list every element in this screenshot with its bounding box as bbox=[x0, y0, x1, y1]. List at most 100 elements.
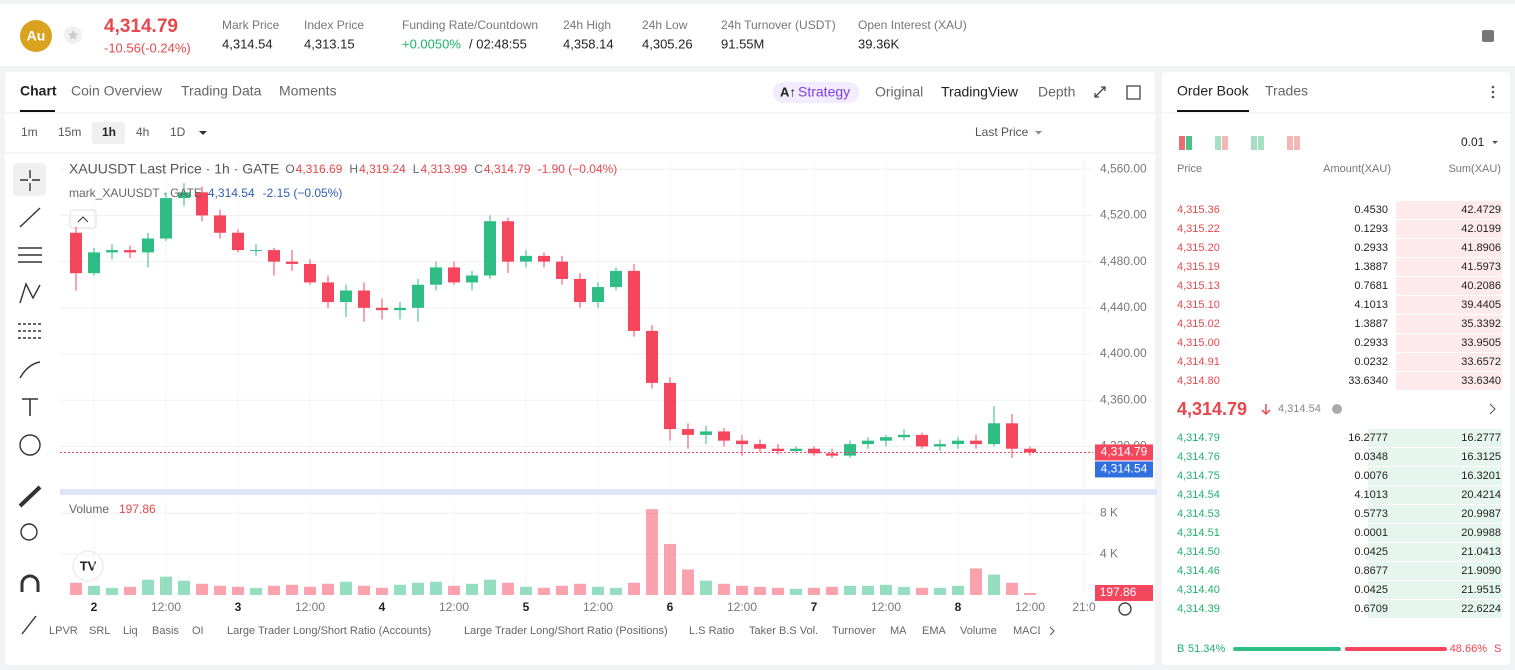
candle-body bbox=[736, 440, 748, 445]
lines-icon[interactable] bbox=[18, 247, 42, 263]
ruler-icon[interactable] bbox=[18, 485, 42, 508]
view-tab[interactable]: Depth bbox=[1038, 84, 1075, 100]
ob-tab[interactable]: Trades bbox=[1265, 83, 1308, 99]
interval[interactable]: 1m bbox=[21, 125, 38, 139]
layout-icon[interactable] bbox=[1258, 136, 1264, 150]
volume-bar bbox=[574, 583, 586, 595]
layout-icon[interactable] bbox=[1186, 136, 1192, 150]
tab[interactable]: Chart bbox=[20, 83, 57, 99]
ob-sum: 21.9515 bbox=[1461, 584, 1501, 596]
view-tab[interactable]: Original bbox=[875, 84, 923, 100]
zoom-icon[interactable] bbox=[20, 523, 38, 541]
y-tick-label: 4,560.00 bbox=[1100, 161, 1147, 175]
legend-value: 4,314.79 bbox=[484, 162, 531, 176]
text-icon[interactable] bbox=[22, 398, 38, 416]
tab[interactable]: Coin Overview bbox=[71, 83, 163, 99]
candle-body bbox=[718, 431, 730, 441]
candle-body bbox=[178, 192, 190, 199]
interval[interactable]: 4h bbox=[136, 125, 149, 139]
volume-bar bbox=[808, 587, 820, 595]
indicator[interactable]: MACD bbox=[1013, 625, 1045, 637]
pen-icon[interactable] bbox=[21, 615, 37, 635]
precision[interactable]: 0.01 bbox=[1461, 135, 1485, 149]
candle-body bbox=[250, 250, 262, 252]
settings-icon[interactable] bbox=[1118, 602, 1132, 616]
ob-sum: 16.2777 bbox=[1461, 432, 1501, 444]
indicator[interactable]: MA bbox=[890, 625, 907, 637]
indicator[interactable]: Volume bbox=[960, 625, 997, 637]
brush-icon[interactable] bbox=[19, 361, 41, 379]
volume-bar bbox=[394, 584, 406, 595]
depth-bar bbox=[1368, 543, 1502, 561]
magnet-icon[interactable] bbox=[20, 574, 40, 592]
ob-sum: 41.8906 bbox=[1461, 242, 1501, 254]
ob-price: 4,315.13 bbox=[1177, 280, 1220, 292]
indicator[interactable]: SRL bbox=[89, 625, 110, 637]
window-icon[interactable] bbox=[1126, 85, 1141, 100]
y-tick-label: 4,440.00 bbox=[1100, 300, 1147, 314]
volume-legend: Volume bbox=[69, 502, 109, 516]
indicator[interactable]: L.S Ratio bbox=[689, 625, 734, 637]
last-price-box bbox=[1095, 444, 1153, 461]
indicator[interactable]: LPVR bbox=[49, 625, 78, 637]
tool-selected[interactable] bbox=[13, 163, 46, 196]
candle-body bbox=[700, 431, 712, 435]
indicator[interactable]: EMA bbox=[922, 625, 947, 637]
interval[interactable]: 1h bbox=[102, 125, 116, 139]
indicator[interactable]: Liq bbox=[123, 625, 138, 637]
view-tab[interactable]: Strategy bbox=[798, 84, 850, 100]
ratio-key: B bbox=[1177, 643, 1184, 655]
indicator[interactable]: Turnover bbox=[832, 625, 876, 637]
trendline-icon[interactable] bbox=[19, 207, 41, 228]
collapse-button[interactable] bbox=[69, 209, 97, 229]
menu-icon[interactable] bbox=[1482, 30, 1494, 42]
ob-sum: 35.3392 bbox=[1461, 318, 1501, 330]
stat-label: 24h High bbox=[563, 18, 611, 32]
candle-body bbox=[538, 255, 550, 262]
dropdown-icon bbox=[1492, 141, 1498, 144]
volume-bar bbox=[520, 586, 532, 595]
ratio-label: 48.66% bbox=[1450, 643, 1488, 655]
x-tick-label: 4 bbox=[379, 600, 386, 614]
ob-tab[interactable]: Order Book bbox=[1177, 83, 1250, 99]
strategy-pill[interactable] bbox=[773, 82, 859, 103]
down-arrow bbox=[1261, 404, 1271, 416]
layout-icon[interactable] bbox=[1179, 136, 1185, 150]
pattern-icon[interactable] bbox=[19, 282, 41, 304]
volume-bar bbox=[1024, 592, 1036, 595]
price-source[interactable]: Last Price bbox=[975, 125, 1029, 139]
volume-bar bbox=[646, 509, 658, 595]
interval[interactable]: 15m bbox=[58, 125, 81, 139]
layout-icon[interactable] bbox=[1222, 136, 1228, 150]
indicator[interactable]: OI bbox=[192, 625, 204, 637]
dropdown-icon bbox=[199, 131, 207, 135]
fib-icon[interactable] bbox=[18, 323, 42, 339]
more-icon[interactable] bbox=[1491, 90, 1495, 94]
ob-amount: 0.0348 bbox=[1354, 451, 1388, 463]
candle-body bbox=[160, 198, 172, 239]
tab[interactable]: Trading Data bbox=[181, 83, 262, 99]
ob-amount: 0.5773 bbox=[1354, 508, 1388, 520]
indicator[interactable]: Basis bbox=[152, 625, 179, 637]
indicator[interactable]: Large Trader Long/Short Ratio (Accounts) bbox=[227, 625, 431, 637]
view-tab[interactable]: TradingView bbox=[941, 84, 1019, 100]
indicator[interactable]: Taker B.S Vol. bbox=[749, 625, 818, 637]
scroll-arrow[interactable] bbox=[1049, 626, 1055, 636]
ob-price: 4,314.50 bbox=[1177, 546, 1220, 558]
layout-icon[interactable] bbox=[1287, 136, 1293, 150]
layout-icon[interactable] bbox=[1215, 136, 1221, 150]
emoji-icon[interactable] bbox=[19, 434, 41, 456]
chevron[interactable] bbox=[1489, 403, 1496, 415]
volume-bar bbox=[718, 583, 730, 595]
tab[interactable]: Moments bbox=[279, 83, 337, 99]
volume-bar bbox=[178, 580, 190, 595]
mark-price-box bbox=[1095, 461, 1153, 478]
expand-icon[interactable] bbox=[1094, 86, 1106, 98]
interval[interactable]: 1D bbox=[170, 125, 186, 139]
layout-icon[interactable] bbox=[1294, 136, 1300, 150]
volume-bar bbox=[196, 583, 208, 595]
candle-body bbox=[970, 440, 982, 445]
layout-icon[interactable] bbox=[1251, 136, 1257, 150]
legend-value: 4,319.24 bbox=[359, 162, 406, 176]
indicator[interactable]: Large Trader Long/Short Ratio (Positions… bbox=[464, 625, 668, 637]
